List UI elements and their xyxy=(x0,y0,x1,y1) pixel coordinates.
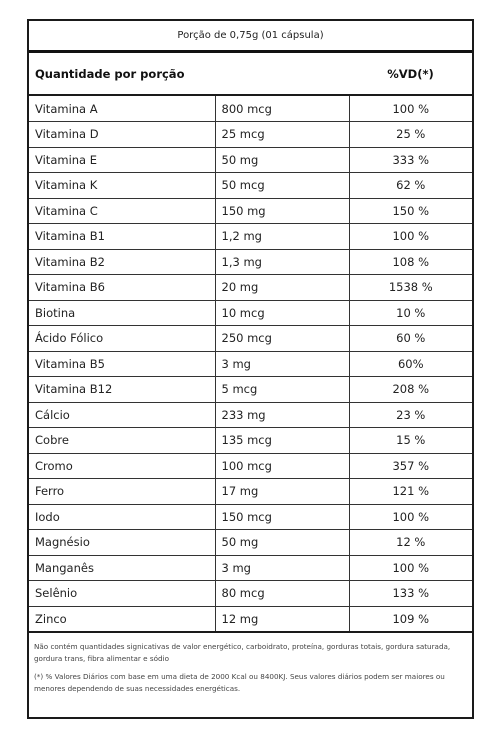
nutrient-vd: 100 % xyxy=(349,504,472,530)
nutrient-name: Vitamina B2 xyxy=(29,249,216,275)
nutrient-vd: 1538 % xyxy=(349,274,472,301)
nutrient-amount: 17 mg xyxy=(215,478,350,505)
nutrient-vd: 333 % xyxy=(349,147,472,173)
nutrient-name: Manganês xyxy=(29,555,216,581)
nutrient-name: Vitamina D xyxy=(29,121,216,148)
nutrient-vd: 60% xyxy=(349,351,472,377)
nutrient-vd: 15 % xyxy=(349,427,472,454)
nutrient-vd: 109 % xyxy=(349,606,472,633)
nutrient-amount: 150 mg xyxy=(215,198,350,224)
table-row: Vitamina A 800 mcg 100 % xyxy=(29,96,472,122)
table-row: Selênio 80 mcg 133 % xyxy=(29,580,472,607)
table-row: Cobre 135 mcg 15 % xyxy=(29,427,472,454)
nutrient-amount: 1,2 mg xyxy=(215,223,350,250)
header-quantity-label: Quantidade por porção xyxy=(35,66,185,81)
nutrient-amount: 150 mcg xyxy=(215,504,350,530)
nutrient-name: Vitamina K xyxy=(29,172,216,199)
nutrient-amount: 50 mcg xyxy=(215,172,350,199)
footnote-daily-values: (*) % Valores Diários com base em uma di… xyxy=(34,671,445,693)
nutrition-table-panel: Porção de 0,75g (01 cápsula) Quantidade … xyxy=(27,19,474,719)
nutrient-amount: 50 mg xyxy=(215,529,350,556)
table-row: Cálcio 233 mg 23 % xyxy=(29,402,472,428)
table-row: Vitamina B6 20 mg 1538 % xyxy=(29,274,472,301)
nutrient-vd: 25 % xyxy=(349,121,472,148)
nutrient-amount: 250 mcg xyxy=(215,325,350,352)
nutrient-vd: 23 % xyxy=(349,402,472,428)
nutrient-amount: 233 mg xyxy=(215,402,350,428)
nutrient-name: Vitamina B12 xyxy=(29,376,216,403)
table-row: Ferro 17 mg 121 % xyxy=(29,478,472,505)
table-row: Cromo 100 mcg 357 % xyxy=(29,453,472,479)
nutrient-name: Vitamina A xyxy=(29,96,216,122)
nutrient-vd: 62 % xyxy=(349,172,472,199)
nutrient-vd: 100 % xyxy=(349,223,472,250)
nutrient-name: Magnésio xyxy=(29,529,216,556)
nutrient-vd: 100 % xyxy=(349,96,472,122)
nutrient-vd: 150 % xyxy=(349,198,472,224)
portion-size: Porção de 0,75g (01 cápsula) xyxy=(29,21,472,53)
nutrient-name: Iodo xyxy=(29,504,216,530)
nutrient-amount: 10 mcg xyxy=(215,300,350,326)
nutrient-vd: 12 % xyxy=(349,529,472,556)
table-row: Vitamina B2 1,3 mg 108 % xyxy=(29,249,472,275)
table-row: Vitamina B1 1,2 mg 100 % xyxy=(29,223,472,250)
nutrient-amount: 5 mcg xyxy=(215,376,350,403)
table-row: Vitamina K 50 mcg 62 % xyxy=(29,172,472,199)
nutrient-amount: 20 mg xyxy=(215,274,350,301)
nutrient-vd: 60 % xyxy=(349,325,472,352)
table-row: Manganês 3 mg 100 % xyxy=(29,555,472,581)
nutrient-name: Vitamina E xyxy=(29,147,216,173)
nutrient-vd: 133 % xyxy=(349,580,472,607)
table-row: Vitamina B12 5 mcg 208 % xyxy=(29,376,472,403)
footnote-not-significant: Não contém quantidades signicativas de v… xyxy=(34,641,451,663)
table-row: Vitamina B5 3 mg 60% xyxy=(29,351,472,377)
nutrient-amount: 25 mcg xyxy=(215,121,350,148)
nutrient-amount: 135 mcg xyxy=(215,427,350,454)
nutrient-name: Vitamina B6 xyxy=(29,274,216,301)
table-row: Vitamina D 25 mcg 25 % xyxy=(29,121,472,148)
nutrient-amount: 50 mg xyxy=(215,147,350,173)
footnotes: Não contém quantidades signicativas de v… xyxy=(29,633,472,695)
nutrient-amount: 80 mcg xyxy=(215,580,350,607)
nutrient-vd: 357 % xyxy=(349,453,472,479)
nutrient-table: Vitamina A 800 mcg 100 % Vitamina D 25 mcg 25… xyxy=(29,96,472,633)
nutrient-name: Cálcio xyxy=(29,402,216,428)
header-vd-label: %VD(*) xyxy=(387,66,434,81)
nutrient-name: Zinco xyxy=(29,606,216,633)
nutrient-name: Selênio xyxy=(29,580,216,607)
nutrient-vd: 100 % xyxy=(349,555,472,581)
nutrient-amount: 12 mg xyxy=(215,606,350,633)
table-header: Quantidade por porção %VD(*) xyxy=(29,53,472,96)
nutrient-amount: 100 mcg xyxy=(215,453,350,479)
nutrient-amount: 1,3 mg xyxy=(215,249,350,275)
nutrient-name: Ferro xyxy=(29,478,216,505)
nutrient-amount: 3 mg xyxy=(215,555,350,581)
nutrient-name: Vitamina B5 xyxy=(29,351,216,377)
nutrient-vd: 10 % xyxy=(349,300,472,326)
nutrient-name: Vitamina C xyxy=(29,198,216,224)
nutrient-name: Biotina xyxy=(29,300,216,326)
nutrient-name: Vitamina B1 xyxy=(29,223,216,250)
table-row: Iodo 150 mcg 100 % xyxy=(29,504,472,530)
table-row: Magnésio 50 mg 12 % xyxy=(29,529,472,556)
nutrient-vd: 208 % xyxy=(349,376,472,403)
nutrient-name: Ácido Fólico xyxy=(29,325,216,352)
nutrient-amount: 3 mg xyxy=(215,351,350,377)
nutrient-vd: 108 % xyxy=(349,249,472,275)
table-row: Zinco 12 mg 109 % xyxy=(29,606,472,633)
nutrient-name: Cobre xyxy=(29,427,216,454)
table-row: Ácido Fólico 250 mcg 60 % xyxy=(29,325,472,352)
table-row: Vitamina E 50 mg 333 % xyxy=(29,147,472,173)
table-row: Biotina 10 mcg 10 % xyxy=(29,300,472,326)
nutrient-vd: 121 % xyxy=(349,478,472,505)
table-row: Vitamina C 150 mg 150 % xyxy=(29,198,472,224)
nutrient-name: Cromo xyxy=(29,453,216,479)
nutrient-amount: 800 mcg xyxy=(215,96,350,122)
